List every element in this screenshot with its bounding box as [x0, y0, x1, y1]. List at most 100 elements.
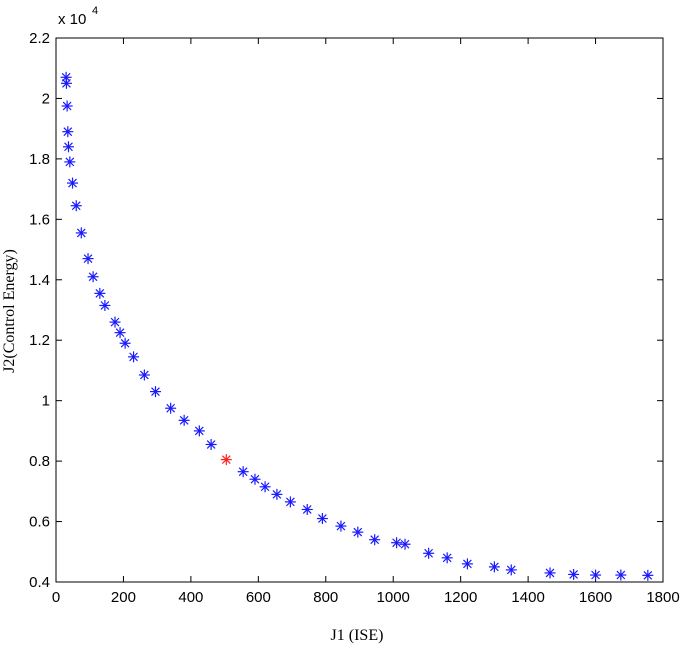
data-point [62, 126, 74, 138]
data-point-stroke [129, 352, 138, 362]
data-point-stroke [120, 338, 130, 348]
data-point-stroke [302, 505, 312, 514]
y-tick-label: 0.4 [29, 574, 50, 591]
y-tick-label: 2.2 [29, 30, 50, 47]
y-axis-multiplier: x 10 [58, 11, 86, 28]
x-tick-label: 200 [111, 589, 136, 606]
data-point-stroke [62, 101, 72, 111]
data-point-stroke [400, 539, 410, 549]
data-point-stroke [76, 228, 86, 238]
data-point [369, 534, 381, 546]
data-point-stroke [569, 570, 579, 579]
data-point [505, 564, 517, 576]
y-tick-label: 0.6 [29, 514, 50, 531]
data-point [590, 569, 602, 581]
data-point-stroke [221, 455, 231, 464]
x-tick-label: 0 [52, 589, 60, 606]
data-point [138, 369, 150, 381]
data-point-stroke [442, 553, 452, 563]
data-point-stroke [110, 317, 120, 327]
y-tick-label: 1.6 [29, 211, 50, 228]
data-point [205, 438, 217, 450]
data-point-stroke [63, 127, 73, 137]
data-point [461, 558, 473, 570]
data-point-stroke [238, 467, 248, 477]
data-point [99, 299, 111, 311]
x-tick-label: 400 [178, 589, 203, 606]
data-point-stroke [260, 482, 270, 492]
data-point [259, 481, 271, 493]
data-point [178, 414, 190, 426]
data-point [165, 402, 177, 414]
data-point-stroke [392, 538, 401, 548]
data-point [249, 473, 261, 485]
data-point [119, 337, 131, 349]
data-point-stroke [83, 254, 93, 264]
data-point-stroke [250, 474, 260, 484]
data-point [64, 156, 76, 168]
data-point-stroke [88, 272, 98, 282]
data-point [441, 552, 453, 564]
y-axis-multiplier-exponent: 4 [92, 5, 98, 17]
data-point-stroke [139, 370, 149, 380]
data-point-stroke [285, 497, 295, 507]
data-point [642, 569, 654, 581]
data-point [82, 253, 94, 265]
data-point-stroke [463, 559, 472, 569]
data-point [128, 351, 140, 363]
y-axis-ticks: 0.4 0.6 0.8 1 1.2 1.4 1.6 1.8 2 2.2 [29, 30, 663, 591]
y-tick-label: 2 [42, 90, 50, 107]
data-point [316, 513, 328, 525]
x-axis-title: J1 (ISE) [331, 627, 384, 644]
data-point-stroke [71, 201, 81, 211]
data-point [193, 425, 205, 437]
data-point [62, 141, 74, 153]
data-point-stroke [318, 514, 327, 523]
data-point [87, 271, 99, 283]
data-point-stroke [68, 178, 77, 188]
data-point [488, 561, 500, 573]
data-points [60, 71, 654, 581]
data-point [94, 287, 106, 299]
data-point-stroke [100, 301, 110, 310]
data-point [60, 77, 72, 89]
data-point [544, 567, 556, 579]
data-point [615, 569, 627, 581]
x-tick-label: 800 [313, 589, 338, 606]
data-point-stroke [424, 548, 434, 558]
data-point [301, 503, 313, 515]
data-point-stroke [206, 440, 216, 449]
data-point [391, 537, 403, 549]
y-tick-label: 1.4 [29, 272, 50, 289]
data-point [67, 177, 79, 189]
data-point-stroke [194, 426, 204, 436]
plot-frame [55, 37, 664, 583]
data-point-stroke [95, 288, 105, 298]
data-point-stroke [370, 535, 380, 545]
data-point-stroke [490, 562, 499, 572]
data-point-stroke [65, 157, 75, 167]
data-point-stroke [545, 568, 555, 578]
data-point [399, 538, 411, 550]
data-point-stroke [506, 565, 516, 575]
y-tick-label: 1.2 [29, 332, 50, 349]
data-point [220, 454, 232, 466]
y-tick-label: 1 [42, 393, 50, 410]
x-tick-label: 1800 [646, 589, 679, 606]
data-point [568, 568, 580, 580]
y-tick-label: 1.8 [29, 151, 50, 168]
data-point-stroke [643, 570, 653, 580]
data-point-stroke [62, 78, 71, 88]
data-point [284, 496, 296, 508]
data-point [237, 466, 249, 478]
data-point [70, 200, 82, 212]
y-tick-label: 0.8 [29, 453, 50, 470]
data-point-stroke [64, 142, 73, 152]
data-point [149, 386, 161, 398]
data-point-stroke [115, 328, 125, 338]
data-point-stroke [272, 489, 282, 499]
data-point-stroke [336, 521, 346, 531]
data-point [114, 327, 126, 339]
x-tick-label: 1600 [579, 589, 612, 606]
